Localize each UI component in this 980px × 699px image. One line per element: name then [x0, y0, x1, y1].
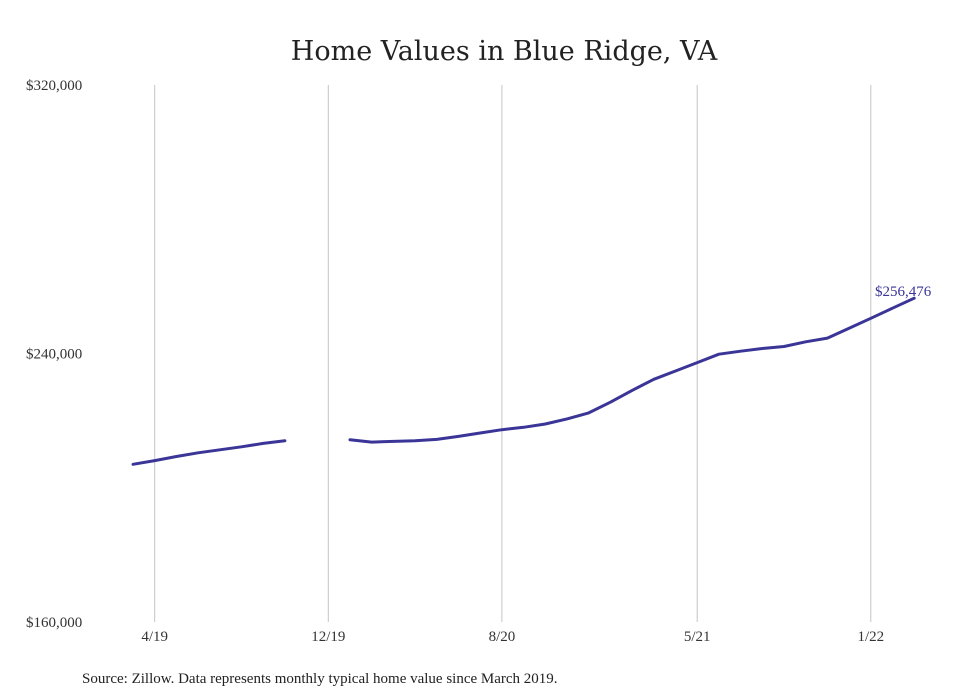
y-tick-label: $320,000 [26, 78, 82, 94]
source-note: Source: Zillow. Data represents monthly … [82, 671, 558, 687]
x-tick-label: 1/22 [857, 629, 884, 645]
grid-lines [154, 85, 872, 622]
x-tick-label: 12/19 [311, 629, 345, 645]
y-tick-label: $240,000 [26, 347, 82, 363]
x-tick-label: 8/20 [489, 629, 516, 645]
x-tick-label: 5/21 [684, 629, 711, 645]
y-axis-ticks: $160,000 $240,000 $320,000 [26, 78, 82, 631]
series-line [131, 296, 916, 466]
x-axis-ticks: 4/19 12/19 8/20 5/21 1/22 [141, 629, 884, 645]
y-tick-label: $160,000 [26, 615, 82, 631]
data-series [131, 296, 916, 466]
x-tick-label: 4/19 [141, 629, 168, 645]
chart-title: Home Values in Blue Ridge, VA [291, 36, 718, 67]
end-value-label: $256,476 [875, 284, 932, 300]
